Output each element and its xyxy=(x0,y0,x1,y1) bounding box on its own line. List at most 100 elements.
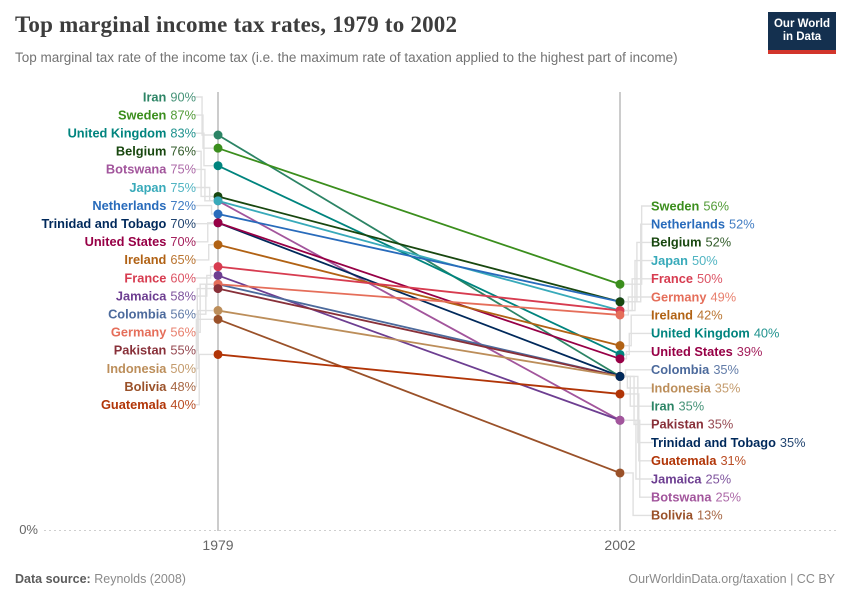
label-right-guatemala[interactable]: Guatemala 31% xyxy=(651,453,746,468)
slope-line-united-states[interactable] xyxy=(217,221,621,360)
slope-line-bolivia[interactable] xyxy=(217,318,621,474)
label-left-botswana[interactable]: Botswana 75% xyxy=(106,162,196,177)
label-right-botswana[interactable]: Botswana 25% xyxy=(651,490,741,505)
dot-2002-guatemala[interactable] xyxy=(615,389,625,399)
connector-left-sweden xyxy=(194,114,213,149)
label-right-netherlands[interactable]: Netherlands 52% xyxy=(651,217,755,232)
country-labels: Iran 90% Sweden 87% United Kingdom 83% Belgium… xyxy=(41,89,805,522)
dot-2002-united-states[interactable] xyxy=(615,354,625,364)
slope-line-germany[interactable] xyxy=(217,283,621,316)
label-left-france[interactable]: France 60% xyxy=(124,270,196,285)
label-right-iran[interactable]: Iran 35% xyxy=(651,399,704,414)
label-right-germany[interactable]: Germany 49% xyxy=(651,289,736,304)
owid-logo-line2: in Data xyxy=(782,31,822,43)
owid-logo[interactable]: Our World in Data xyxy=(768,12,836,54)
connector-left-guatemala xyxy=(194,353,213,406)
label-right-indonesia[interactable]: Indonesia 35% xyxy=(651,380,740,395)
connector-right-ireland xyxy=(625,314,653,347)
page-title: Top marginal income tax rates, 1979 to 2… xyxy=(15,12,458,37)
slope-line-indonesia[interactable] xyxy=(217,309,621,378)
slope-line-pakistan[interactable] xyxy=(217,287,621,378)
label-right-sweden[interactable]: Sweden 56% xyxy=(651,198,729,213)
dot-1979-france[interactable] xyxy=(213,262,223,272)
data-source-value: Reynolds (2008) xyxy=(94,572,186,586)
slope-line-france[interactable] xyxy=(217,265,621,312)
label-right-france[interactable]: France 50% xyxy=(651,271,723,286)
slope-line-guatemala[interactable] xyxy=(217,353,621,395)
connector-left-netherlands xyxy=(194,204,213,215)
label-left-ireland[interactable]: Ireland 65% xyxy=(124,252,196,267)
label-left-united-kingdom[interactable]: United Kingdom 83% xyxy=(68,126,196,141)
dot-1979-indonesia[interactable] xyxy=(213,306,223,316)
attribution-link[interactable]: OurWorldinData.org/taxation | CC BY xyxy=(628,572,835,586)
data-source-label: Data source: xyxy=(15,572,91,586)
y-zero-label: 0% xyxy=(19,522,38,537)
label-right-united-kingdom[interactable]: United Kingdom 40% xyxy=(651,326,779,341)
label-left-netherlands[interactable]: Netherlands 72% xyxy=(92,198,196,213)
dot-2002-trinidad-and-tobago[interactable] xyxy=(615,371,625,381)
slope-line-belgium[interactable] xyxy=(217,195,621,303)
dot-1979-netherlands[interactable] xyxy=(213,209,223,219)
slope-line-ireland[interactable] xyxy=(217,243,621,347)
slope-line-netherlands[interactable] xyxy=(217,213,621,303)
label-left-germany[interactable]: Germany 56% xyxy=(111,325,196,340)
slope-line-sweden[interactable] xyxy=(217,147,621,286)
connector-right-netherlands xyxy=(625,223,653,303)
label-left-japan[interactable]: Japan 75% xyxy=(129,180,196,195)
dot-1979-united-states[interactable] xyxy=(213,218,223,228)
label-left-iran[interactable]: Iran 90% xyxy=(143,89,196,104)
dot-1979-united-kingdom[interactable] xyxy=(213,161,223,171)
dot-1979-japan[interactable] xyxy=(213,196,223,206)
label-right-colombia[interactable]: Colombia 35% xyxy=(651,362,739,377)
connector-left-belgium xyxy=(194,150,213,198)
label-right-belgium[interactable]: Belgium 52% xyxy=(651,235,731,250)
dot-2002-sweden[interactable] xyxy=(615,279,625,289)
dot-2002-botswana[interactable] xyxy=(615,415,625,425)
slope-line-united-kingdom[interactable] xyxy=(217,164,621,356)
label-right-pakistan[interactable]: Pakistan 35% xyxy=(651,417,733,432)
label-left-trinidad-and-tobago[interactable]: Trinidad and Tobago 70% xyxy=(41,216,196,231)
slope-line-botswana[interactable] xyxy=(217,200,621,422)
connector-right-germany xyxy=(625,296,653,316)
label-right-bolivia[interactable]: Bolivia 13% xyxy=(651,508,723,523)
label-right-japan[interactable]: Japan 50% xyxy=(651,253,718,268)
dot-1979-jamaica[interactable] xyxy=(213,270,223,280)
label-left-jamaica[interactable]: Jamaica 58% xyxy=(116,288,196,303)
dot-1979-iran[interactable] xyxy=(213,130,223,140)
connector-right-guatemala xyxy=(625,393,653,462)
slope-line-japan[interactable] xyxy=(217,199,621,312)
connector-right-sweden xyxy=(625,205,653,285)
dot-1979-ireland[interactable] xyxy=(213,240,223,250)
x-tick-2002: 2002 xyxy=(604,537,635,553)
dot-1979-bolivia[interactable] xyxy=(213,314,223,324)
label-left-pakistan[interactable]: Pakistan 55% xyxy=(114,343,196,358)
page-subtitle: Top marginal tax rate of the income tax … xyxy=(15,50,678,65)
dot-2002-bolivia[interactable] xyxy=(615,468,625,478)
connector-right-japan xyxy=(625,259,653,312)
connector-right-bolivia xyxy=(625,472,653,517)
label-left-colombia[interactable]: Colombia 56% xyxy=(108,307,196,322)
connector-right-colombia xyxy=(624,369,653,378)
connector-right-indonesia xyxy=(625,375,653,389)
connector-right-united-states xyxy=(625,350,653,360)
dot-2002-belgium[interactable] xyxy=(615,297,625,307)
label-right-united-states[interactable]: United States 39% xyxy=(651,344,762,359)
dot-1979-pakistan[interactable] xyxy=(213,284,223,294)
label-connectors xyxy=(194,96,653,517)
dot-1979-sweden[interactable] xyxy=(213,143,223,153)
label-left-indonesia[interactable]: Indonesia 50% xyxy=(107,361,196,376)
label-left-guatemala[interactable]: Guatemala 40% xyxy=(101,397,196,412)
dot-1979-guatemala[interactable] xyxy=(213,349,223,359)
dot-2002-ireland[interactable] xyxy=(615,341,625,351)
label-right-trinidad-and-tobago[interactable]: Trinidad and Tobago 35% xyxy=(651,435,806,450)
label-right-ireland[interactable]: Ireland 42% xyxy=(651,308,723,323)
label-left-belgium[interactable]: Belgium 76% xyxy=(116,144,196,159)
label-left-sweden[interactable]: Sweden 87% xyxy=(118,107,196,122)
label-left-bolivia[interactable]: Bolivia 48% xyxy=(124,379,196,394)
label-right-jamaica[interactable]: Jamaica 25% xyxy=(651,471,731,486)
dot-2002-germany[interactable] xyxy=(615,310,625,320)
slope-lines xyxy=(217,134,621,474)
label-left-united-states[interactable]: United States 70% xyxy=(85,234,196,249)
